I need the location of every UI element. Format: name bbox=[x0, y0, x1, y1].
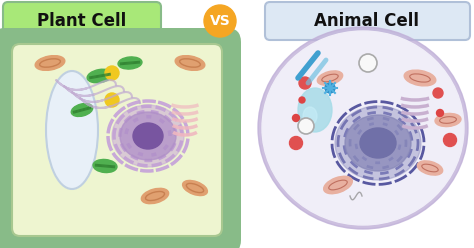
Ellipse shape bbox=[93, 159, 117, 173]
Circle shape bbox=[437, 110, 444, 117]
Ellipse shape bbox=[112, 105, 184, 167]
FancyBboxPatch shape bbox=[12, 44, 222, 236]
Ellipse shape bbox=[133, 123, 163, 149]
Circle shape bbox=[359, 54, 377, 72]
Ellipse shape bbox=[417, 161, 443, 175]
Ellipse shape bbox=[258, 27, 468, 229]
Circle shape bbox=[292, 115, 300, 122]
Ellipse shape bbox=[71, 104, 93, 117]
FancyBboxPatch shape bbox=[0, 28, 241, 248]
Circle shape bbox=[444, 133, 456, 147]
FancyBboxPatch shape bbox=[265, 2, 470, 40]
Ellipse shape bbox=[303, 107, 317, 125]
Circle shape bbox=[299, 77, 311, 89]
Ellipse shape bbox=[335, 106, 421, 180]
Ellipse shape bbox=[298, 88, 332, 132]
Circle shape bbox=[325, 83, 335, 93]
Text: VS: VS bbox=[210, 14, 230, 28]
Ellipse shape bbox=[175, 56, 205, 70]
Ellipse shape bbox=[141, 188, 169, 204]
Ellipse shape bbox=[360, 128, 396, 158]
Circle shape bbox=[433, 88, 443, 98]
Ellipse shape bbox=[324, 176, 352, 194]
Ellipse shape bbox=[262, 31, 464, 225]
Ellipse shape bbox=[120, 112, 176, 160]
Text: Animal Cell: Animal Cell bbox=[315, 12, 419, 30]
Ellipse shape bbox=[317, 71, 343, 85]
Ellipse shape bbox=[345, 115, 411, 171]
Ellipse shape bbox=[35, 56, 65, 70]
Ellipse shape bbox=[404, 70, 436, 86]
Circle shape bbox=[105, 93, 119, 107]
Ellipse shape bbox=[435, 113, 461, 126]
FancyBboxPatch shape bbox=[3, 2, 161, 40]
Circle shape bbox=[204, 5, 236, 37]
Circle shape bbox=[299, 97, 305, 103]
Text: Plant Cell: Plant Cell bbox=[37, 12, 127, 30]
Ellipse shape bbox=[118, 57, 142, 69]
Circle shape bbox=[290, 136, 302, 150]
Circle shape bbox=[298, 118, 314, 134]
Ellipse shape bbox=[46, 71, 98, 189]
Ellipse shape bbox=[87, 69, 113, 83]
Circle shape bbox=[105, 66, 119, 80]
Ellipse shape bbox=[182, 181, 208, 196]
